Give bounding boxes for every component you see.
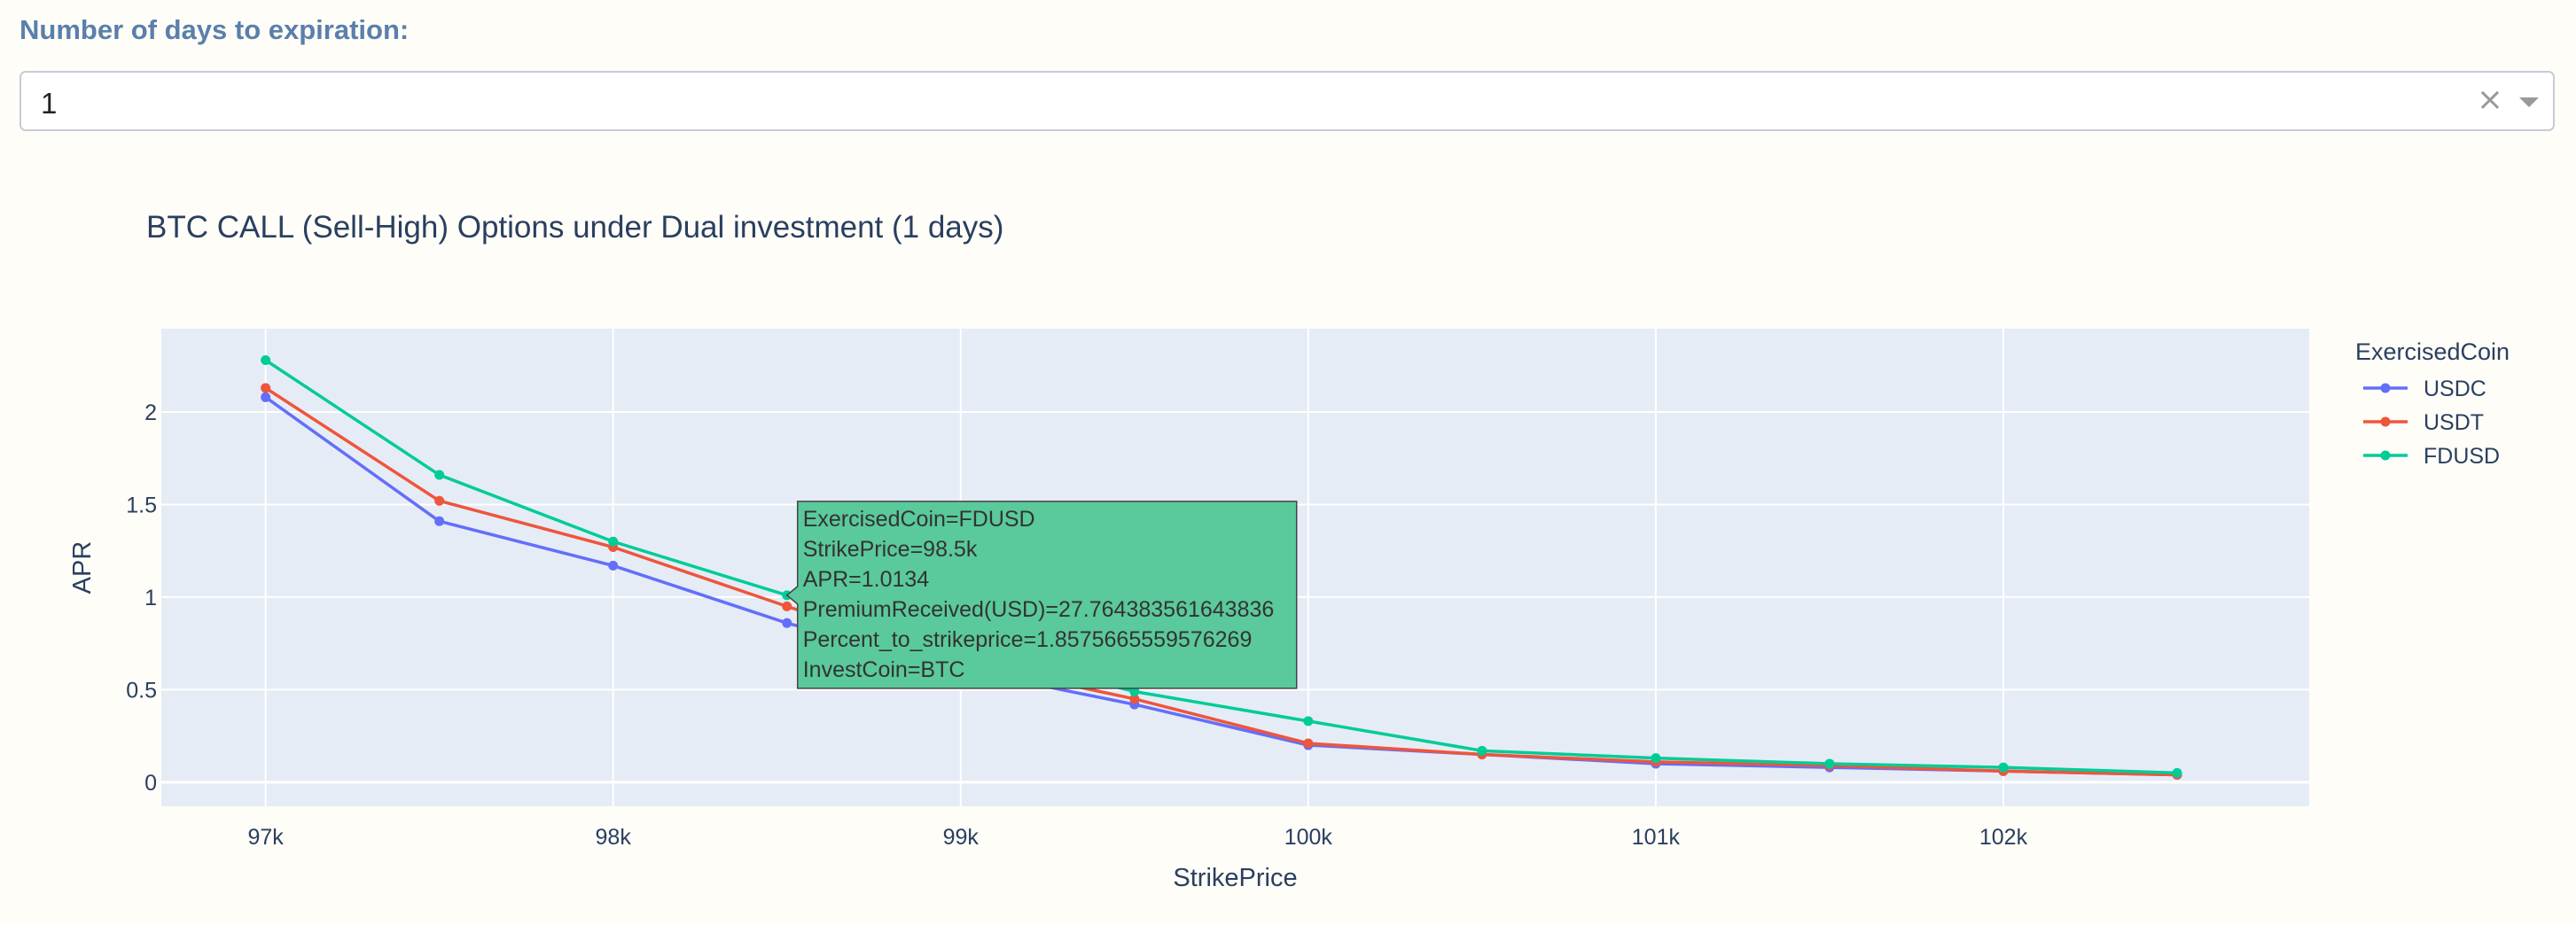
- y-axis-title: APR: [68, 541, 97, 595]
- data-point[interactable]: [1303, 738, 1314, 749]
- chart-title: BTC CALL (Sell-High) Options under Dual …: [146, 210, 1003, 245]
- legend-label: FDUSD: [2424, 444, 2500, 469]
- legend-swatch-marker: [2380, 383, 2391, 393]
- legend-item-usdc[interactable]: USDC: [2363, 377, 2486, 401]
- clear-icon[interactable]: ×: [2476, 82, 2503, 118]
- x-tick-label: 97k: [247, 825, 284, 850]
- y-tick-label: 0.5: [126, 678, 157, 703]
- tooltip-line: APR=1.0134: [803, 567, 930, 592]
- data-point[interactable]: [261, 383, 271, 393]
- x-tick-label: 100k: [1284, 825, 1333, 850]
- hover-tooltip: ExercisedCoin=FDUSD StrikePrice=98.5k APR=…: [785, 501, 1298, 689]
- x-tick-label: 101k: [1632, 825, 1681, 850]
- tooltip-line: StrikePrice=98.5k: [803, 537, 978, 562]
- apr-line-chart: BTC CALL (Sell-High) Options under Dual …: [68, 210, 2510, 892]
- y-tick-label: 0: [144, 771, 157, 796]
- dropdown-selected-value: 1: [41, 87, 58, 120]
- series-usdt: [261, 383, 2182, 780]
- y-tick-label: 1: [144, 586, 157, 610]
- x-tick-label: 99k: [943, 825, 980, 850]
- tooltip-line: ExercisedCoin=FDUSD: [803, 507, 1035, 532]
- data-point[interactable]: [1477, 745, 1487, 756]
- tooltip-line: InvestCoin=BTC: [803, 657, 965, 682]
- legend-label: USDC: [2424, 377, 2486, 401]
- x-tick-label: 98k: [596, 825, 632, 850]
- expiration-days-dropdown[interactable]: 1 ×: [20, 71, 2555, 131]
- legend-label: USDT: [2424, 410, 2484, 435]
- data-point[interactable]: [261, 392, 271, 402]
- data-point[interactable]: [434, 470, 445, 480]
- expiration-days-label: Number of days to expiration:: [20, 14, 410, 45]
- data-point[interactable]: [1303, 716, 1314, 727]
- data-point[interactable]: [608, 536, 619, 547]
- data-point[interactable]: [1129, 686, 1140, 696]
- y-tick-label: 1.5: [126, 493, 157, 517]
- data-point[interactable]: [608, 560, 619, 571]
- legend-swatch-marker: [2380, 416, 2391, 427]
- data-point[interactable]: [261, 355, 271, 366]
- series-line: [264, 386, 2178, 777]
- data-point[interactable]: [434, 495, 445, 506]
- x-axis-title: StrikePrice: [1173, 864, 1297, 892]
- tooltip-line: PremiumReceived(USD)=27.764383561643836: [803, 597, 1275, 622]
- data-point[interactable]: [2172, 767, 2182, 778]
- data-point[interactable]: [434, 516, 445, 526]
- chevron-down-icon[interactable]: [2519, 97, 2539, 107]
- data-point[interactable]: [1824, 758, 1835, 769]
- series-line: [264, 359, 2178, 775]
- data-point[interactable]: [782, 601, 792, 611]
- data-point[interactable]: [1998, 762, 2009, 773]
- data-point[interactable]: [1129, 694, 1140, 704]
- x-tick-label: 102k: [1979, 825, 2028, 850]
- data-point[interactable]: [1651, 753, 1661, 764]
- data-point[interactable]: [782, 618, 792, 628]
- legend-swatch-marker: [2380, 450, 2391, 461]
- legend-title: ExercisedCoin: [2355, 338, 2510, 365]
- series-fdusd: [261, 355, 2182, 778]
- legend-item-fdusd[interactable]: FDUSD: [2363, 444, 2500, 469]
- y-tick-label: 2: [144, 400, 157, 425]
- tooltip-line: Percent_to_strikeprice=1.857566555957626…: [803, 627, 1253, 652]
- legend-item-usdt[interactable]: USDT: [2363, 410, 2484, 435]
- tooltip-box: [785, 501, 1298, 689]
